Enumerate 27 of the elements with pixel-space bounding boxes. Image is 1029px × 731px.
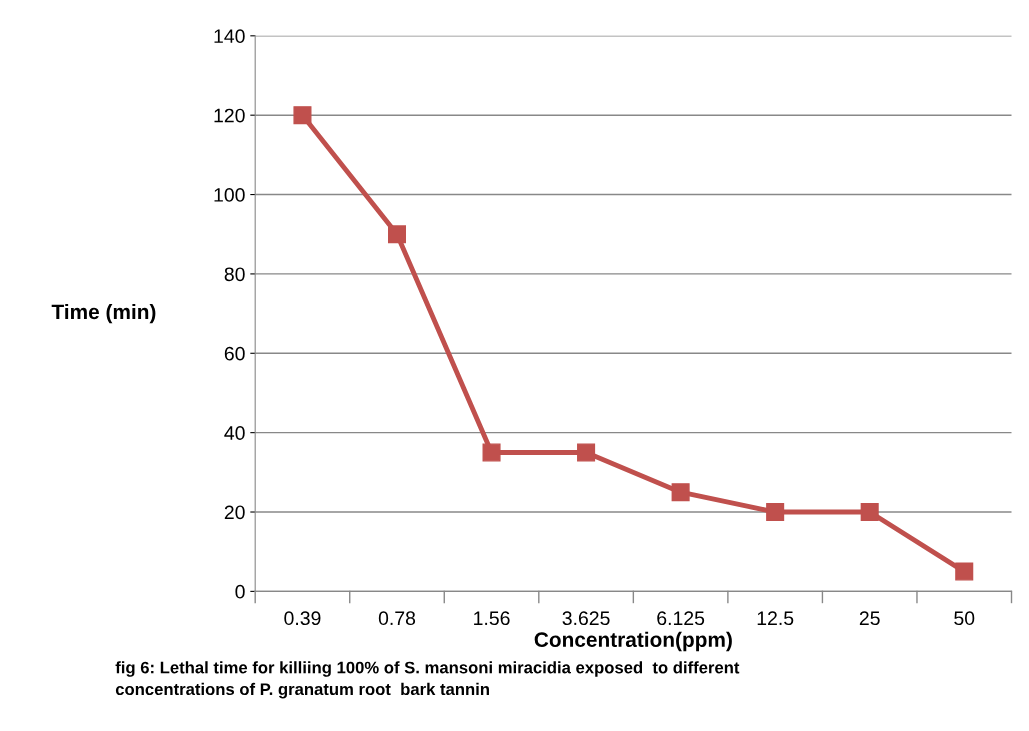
- y-tick-label: 100: [214, 188, 245, 202]
- y-tick-label: 20: [224, 505, 245, 520]
- x-tick-label: 25: [859, 611, 880, 626]
- x-axis-title: Concentration(ppm): [534, 631, 732, 652]
- x-tick-label: 0.78: [378, 611, 416, 626]
- y-tick-label: 40: [224, 426, 245, 440]
- x-tick-label: 50: [954, 611, 975, 626]
- x-tick-label: 3.625: [562, 611, 610, 626]
- caption: fig 6: Lethal time for killiing 100% of S. mansoni miracidia exposed to different concentrations of P. granatum root bark tannin: [115, 661, 740, 699]
- y-tick-label: 120: [214, 108, 245, 123]
- x-tick-label: 1.56: [474, 611, 510, 626]
- y-tick-label: 0: [235, 584, 245, 599]
- point: [766, 502, 785, 522]
- point: [482, 443, 501, 462]
- x-tick-label: 0.39: [284, 611, 321, 626]
- y-axis-title: Time (min): [51, 303, 156, 324]
- x-tick-label: 6.125: [657, 611, 705, 626]
- point: [387, 225, 407, 244]
- y-tick-label: 60: [224, 346, 245, 361]
- x-tick-label: 12.5: [757, 611, 794, 626]
- point: [955, 562, 974, 581]
- point: [671, 483, 690, 502]
- point: [577, 443, 596, 462]
- point: [293, 106, 312, 125]
- point: [860, 502, 879, 522]
- y-tick-label: 140: [214, 29, 245, 44]
- y-tick-label: 80: [224, 267, 245, 282]
